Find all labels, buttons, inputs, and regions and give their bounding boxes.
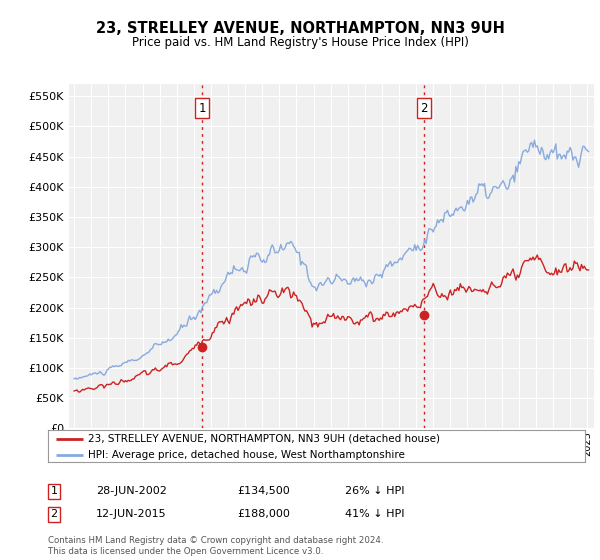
Text: Contains HM Land Registry data © Crown copyright and database right 2024.
This d: Contains HM Land Registry data © Crown c… (48, 536, 383, 556)
Text: Price paid vs. HM Land Registry's House Price Index (HPI): Price paid vs. HM Land Registry's House … (131, 36, 469, 49)
Text: HPI: Average price, detached house, West Northamptonshire: HPI: Average price, detached house, West… (88, 450, 405, 460)
Text: 26% ↓ HPI: 26% ↓ HPI (345, 486, 404, 496)
Text: 2: 2 (420, 101, 428, 115)
Text: £188,000: £188,000 (237, 509, 290, 519)
Text: 23, STRELLEY AVENUE, NORTHAMPTON, NN3 9UH (detached house): 23, STRELLEY AVENUE, NORTHAMPTON, NN3 9U… (88, 433, 440, 444)
Text: 28-JUN-2002: 28-JUN-2002 (96, 486, 167, 496)
Text: 1: 1 (199, 101, 206, 115)
Text: 41% ↓ HPI: 41% ↓ HPI (345, 509, 404, 519)
Text: 2: 2 (50, 509, 58, 519)
Text: 23, STRELLEY AVENUE, NORTHAMPTON, NN3 9UH: 23, STRELLEY AVENUE, NORTHAMPTON, NN3 9U… (95, 21, 505, 36)
Text: 12-JUN-2015: 12-JUN-2015 (96, 509, 167, 519)
Text: 1: 1 (50, 486, 58, 496)
Text: £134,500: £134,500 (237, 486, 290, 496)
